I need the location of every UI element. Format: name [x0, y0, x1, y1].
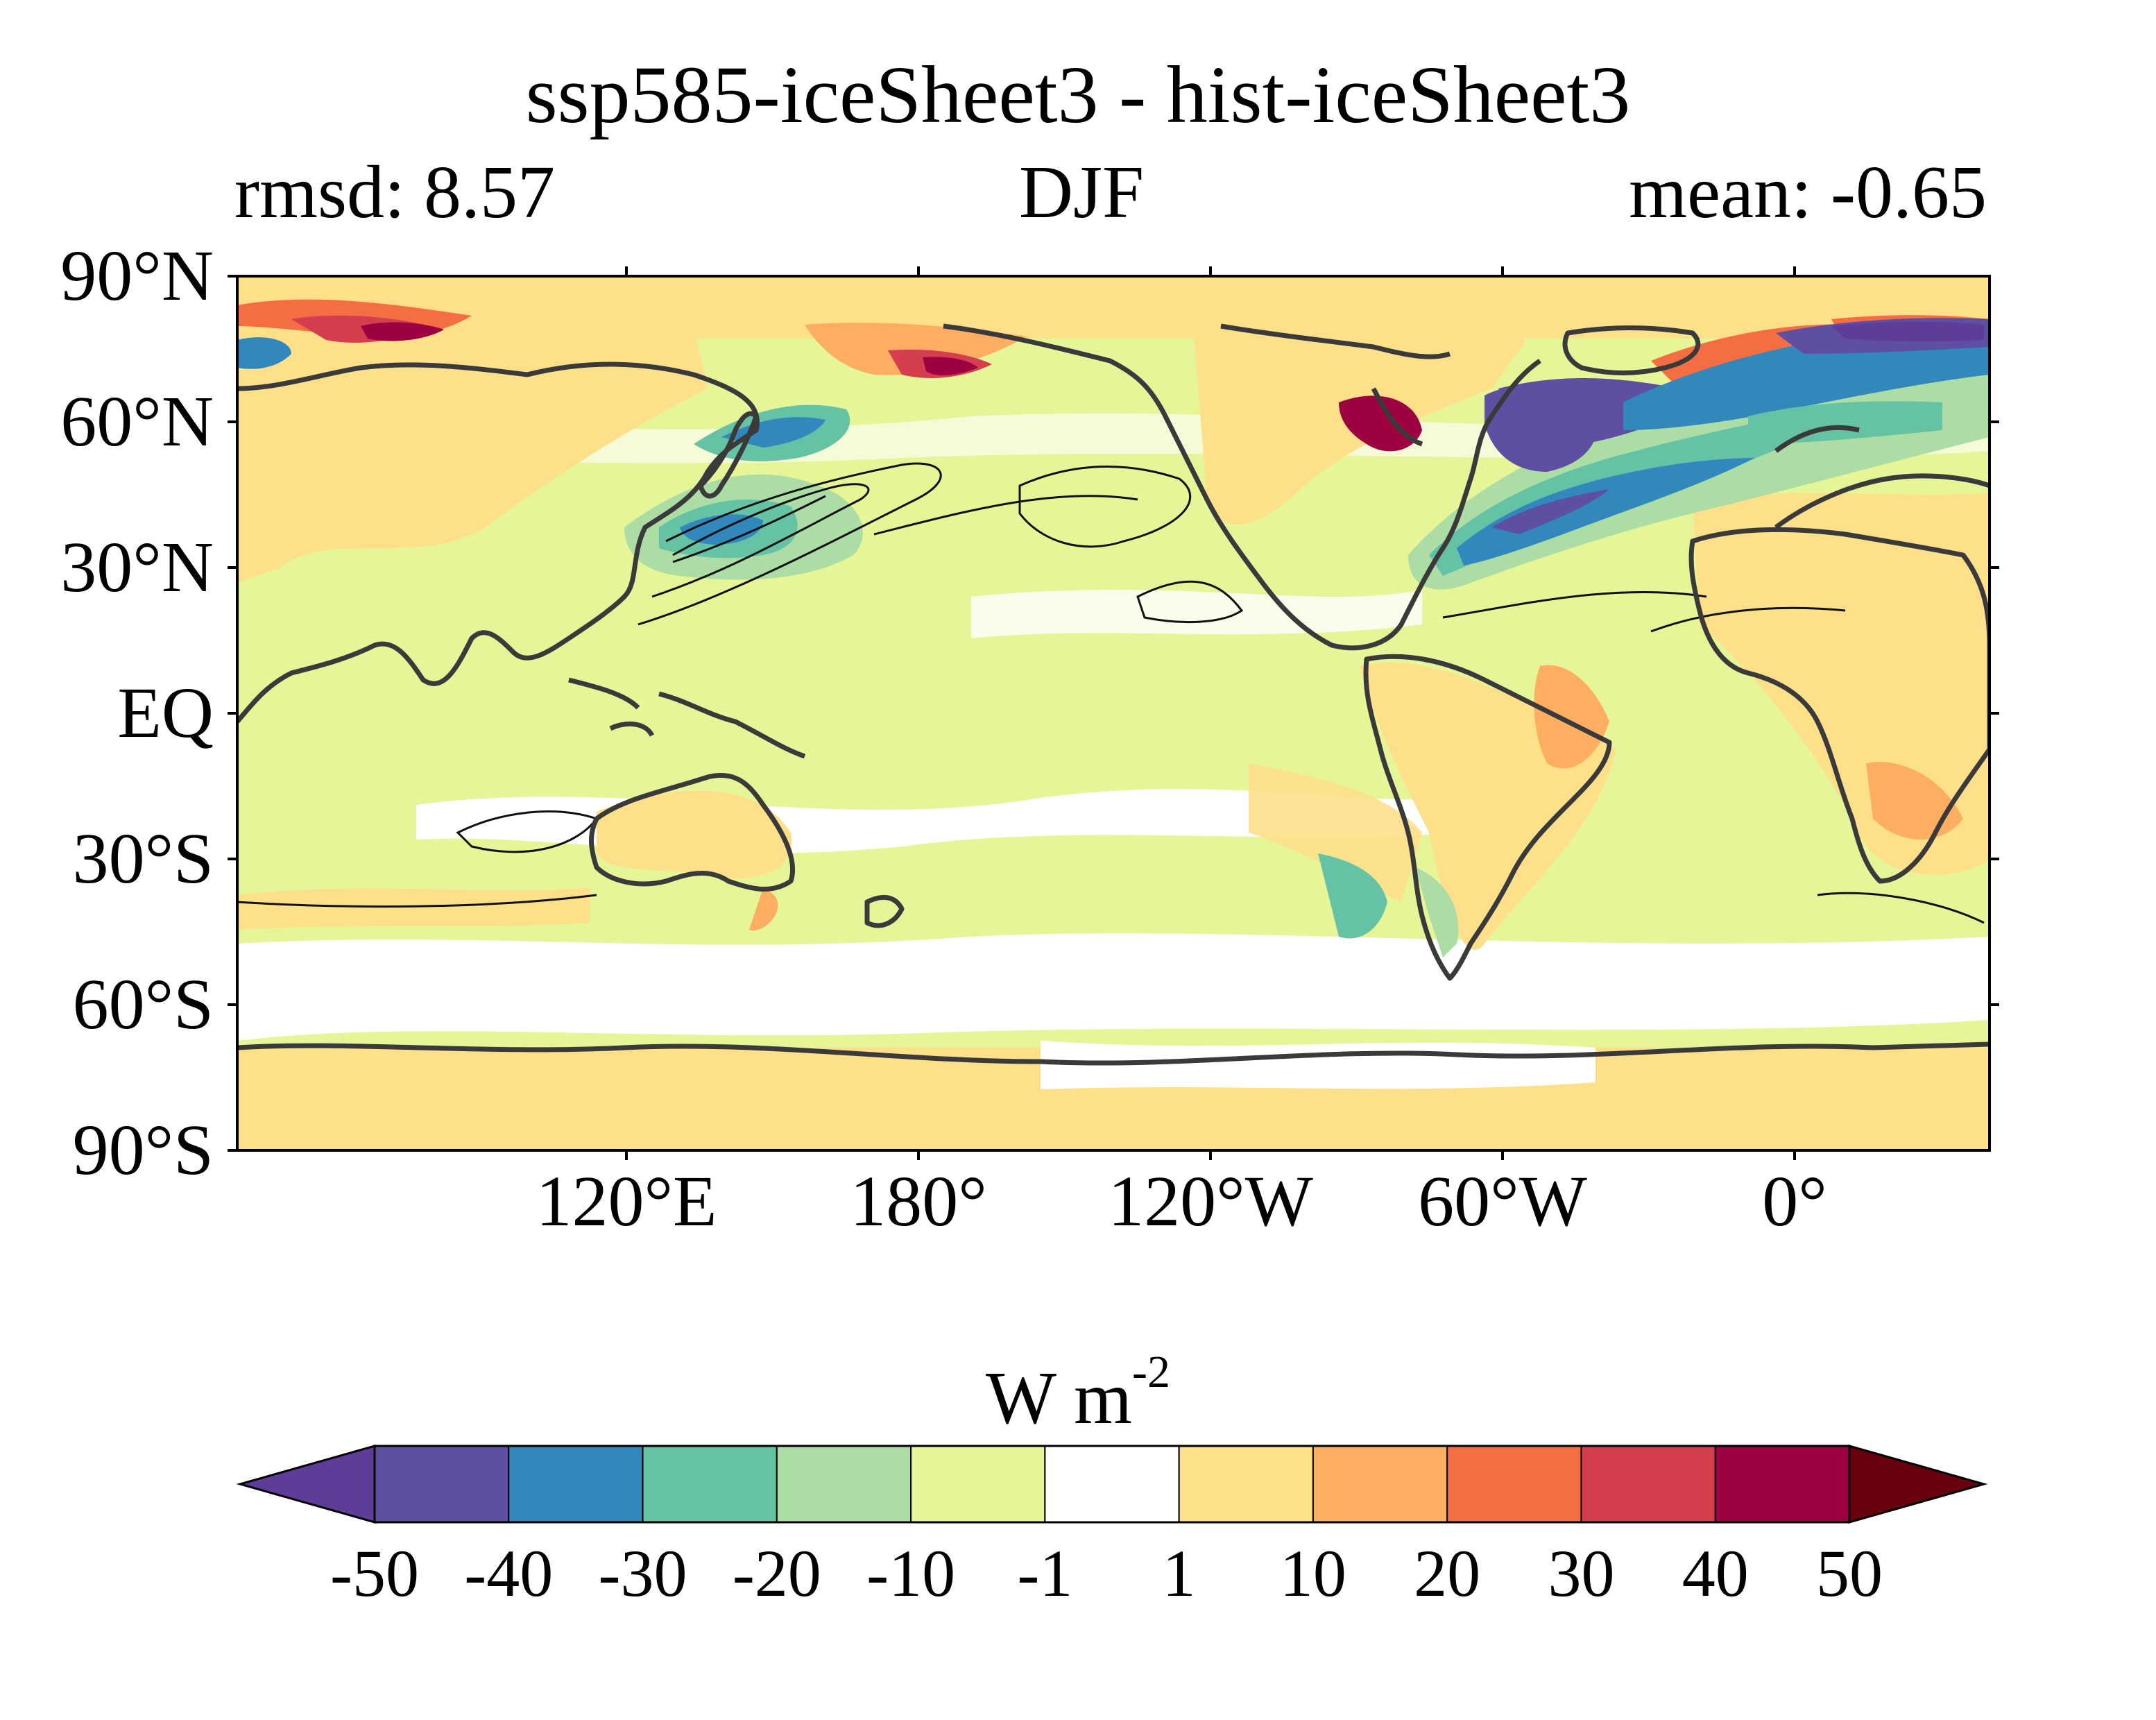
- map-title: ssp585-iceSheet3 - hist-iceSheet3: [525, 49, 1631, 140]
- colorbar-cell: [776, 1445, 912, 1523]
- colorbar-cell: [910, 1445, 1046, 1523]
- colorbar-outline: [373, 1445, 1851, 1524]
- colorbar-tick-label: -20: [732, 1536, 821, 1610]
- lon-tick-label: 120°E: [536, 1161, 717, 1241]
- colorbar-tick-label: -1: [1017, 1536, 1073, 1610]
- colorbar-cell: [1714, 1445, 1851, 1523]
- colorbar-tick-label: -30: [598, 1536, 687, 1610]
- colorbar-cell: [1580, 1445, 1716, 1523]
- colorbar-cell: [508, 1445, 644, 1523]
- colorbar-cell: [1178, 1445, 1314, 1523]
- colorbar-cell: [1446, 1445, 1582, 1523]
- colorbar-tick-label: 1: [1162, 1536, 1196, 1610]
- colorbar-cells: [374, 1445, 1851, 1523]
- colorbar-tick-label: 30: [1548, 1536, 1615, 1610]
- colorbar-cell: [1312, 1445, 1448, 1523]
- lon-tick-label: 0°: [1762, 1161, 1827, 1241]
- colorbar-extend-min: [236, 1445, 376, 1524]
- colorbar-tick-label: 50: [1816, 1536, 1883, 1610]
- mean-label: mean: -0.65: [1629, 151, 1987, 234]
- colorbar-cell: [642, 1445, 778, 1523]
- lon-tick-label: 120°W: [1108, 1161, 1313, 1241]
- colorbar-units-main: W m: [986, 1357, 1132, 1440]
- lat-tick-label: 90°N: [60, 236, 214, 316]
- lat-tick-label: EQ: [117, 673, 214, 753]
- rmsd-label: rmsd: 8.57: [234, 151, 556, 234]
- lat-tick-label: 90°S: [72, 1110, 214, 1190]
- colorbar-tick-label: 20: [1414, 1536, 1481, 1610]
- lon-tick-label: 60°W: [1418, 1161, 1587, 1241]
- colorbar: [236, 1445, 1988, 1524]
- colorbar-tick-label: -40: [464, 1536, 554, 1610]
- lat-tick-label: 60°S: [72, 964, 214, 1044]
- axis-ticks: [228, 266, 1999, 1160]
- lat-tick-label: 30°S: [72, 819, 214, 899]
- colorbar-units-label: W m-2: [0, 1346, 2156, 1442]
- lat-tick-label: 30°N: [60, 527, 214, 607]
- colorbar-extend-max: [1848, 1445, 1988, 1524]
- lat-tick-label: 60°N: [60, 382, 214, 461]
- lon-tick-label: 180°: [850, 1161, 987, 1241]
- coastlines: [237, 323, 1990, 1066]
- colorbar-tick-label: 40: [1682, 1536, 1749, 1610]
- colorbar-tick-label: -50: [330, 1536, 419, 1610]
- colorbar-cell: [374, 1445, 510, 1523]
- colorbar-tick-label: 10: [1279, 1536, 1346, 1610]
- season-label: DJF: [1018, 151, 1145, 234]
- map-field: [237, 276, 1990, 1150]
- colorbar-units-exponent: -2: [1132, 1347, 1170, 1397]
- colorbar-tick-label: -10: [866, 1536, 956, 1610]
- colorbar-cell: [1044, 1445, 1180, 1523]
